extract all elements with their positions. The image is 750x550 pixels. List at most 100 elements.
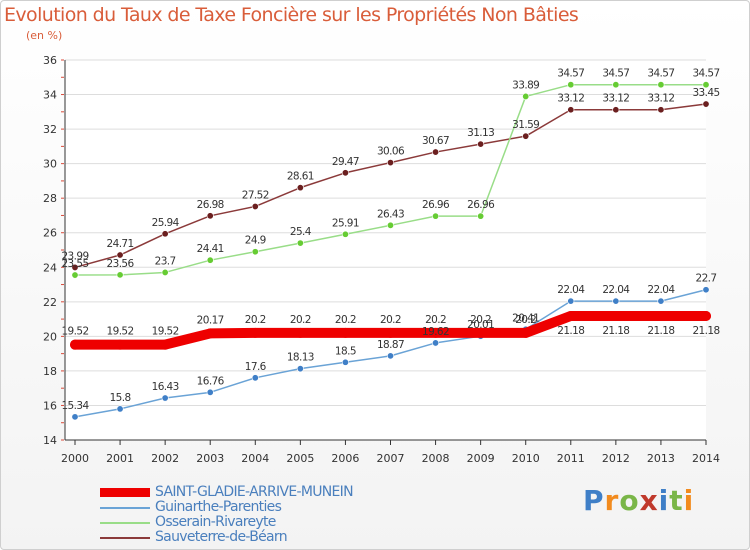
- data-label: 34.57: [602, 68, 629, 80]
- series-point: [160, 339, 171, 350]
- logo-letter: i: [683, 484, 695, 517]
- legend-swatch: [100, 522, 150, 524]
- data-label: 33.89: [512, 79, 539, 91]
- series-point: [341, 358, 349, 366]
- y-tick-label: 32: [43, 123, 57, 136]
- data-label: 22.04: [602, 284, 630, 296]
- data-label: 30.06: [377, 146, 405, 158]
- y-tick-label: 36: [43, 54, 57, 67]
- series-point: [565, 310, 576, 321]
- series-point: [116, 271, 124, 279]
- data-label: 17.6: [245, 361, 267, 373]
- series-point: [701, 310, 711, 321]
- data-label: 27.52: [242, 189, 269, 201]
- legend-swatch: [100, 537, 150, 539]
- y-tick-label: 30: [43, 158, 57, 171]
- data-label: 21.18: [647, 325, 674, 337]
- series-point: [432, 148, 440, 156]
- data-label: 20.01: [467, 319, 494, 331]
- data-label: 19.52: [152, 326, 179, 338]
- data-label: 33.45: [692, 87, 719, 99]
- x-tick-label: 2012: [602, 452, 630, 465]
- data-label: 26.98: [197, 199, 224, 211]
- data-label: 33.12: [557, 93, 584, 105]
- logo-letter: i: [658, 484, 670, 517]
- legend-label: SAINT-GLADIE-ARRIVE-MUNEIN: [155, 484, 354, 500]
- logo-letter: t: [669, 484, 684, 517]
- series-point: [296, 184, 304, 192]
- y-tick-label: 28: [43, 192, 57, 205]
- y-tick-label: 16: [43, 399, 57, 412]
- series-point: [71, 263, 79, 271]
- legend-swatch: [100, 488, 150, 497]
- series-point: [702, 286, 710, 294]
- data-label: 22.04: [647, 284, 675, 296]
- series-point: [432, 339, 440, 347]
- data-label: 20.2: [335, 314, 356, 326]
- series-point: [206, 256, 214, 264]
- data-label: 34.57: [692, 68, 719, 80]
- series-point: [161, 268, 169, 276]
- data-label: 24.9: [245, 235, 266, 247]
- data-label: 30.67: [422, 135, 449, 147]
- series-point: [296, 365, 304, 373]
- series-point: [251, 248, 259, 256]
- y-axis-unit: (en %): [26, 29, 63, 42]
- data-label: 19.62: [422, 326, 449, 338]
- y-tick-label: 14: [43, 434, 57, 447]
- series-point: [655, 310, 666, 321]
- data-label: 19.52: [107, 326, 134, 338]
- x-tick-label: 2000: [61, 452, 89, 465]
- legend-swatch: [100, 507, 150, 509]
- x-tick-label: 2013: [647, 452, 675, 465]
- data-label: 21.18: [692, 325, 719, 337]
- data-label: 20.17: [197, 314, 224, 326]
- x-tick-label: 2005: [286, 452, 314, 465]
- logo-letter: P: [583, 484, 605, 517]
- series-point: [251, 374, 259, 382]
- series-point: [430, 327, 441, 338]
- data-label: 19.52: [61, 326, 88, 338]
- logo-letter: x: [639, 484, 659, 517]
- chart-title: Evolution du Taux de Taxe Foncière sur l…: [4, 4, 579, 26]
- y-tick-label: 34: [43, 89, 57, 102]
- data-label: 25.94: [152, 217, 180, 229]
- series-point: [251, 202, 259, 210]
- data-label: 34.57: [557, 68, 584, 80]
- data-label: 31.59: [512, 119, 539, 131]
- data-label: 25.4: [290, 226, 312, 238]
- legend-label: Guinarthe-Parenties: [155, 499, 282, 515]
- data-label: 21.18: [557, 325, 584, 337]
- series-point: [340, 327, 351, 338]
- data-label: 24.41: [197, 243, 224, 255]
- series-point: [295, 327, 306, 338]
- series-point: [386, 352, 394, 360]
- series-point: [522, 92, 530, 100]
- data-label: 15.8: [110, 392, 131, 404]
- series-point: [296, 239, 304, 247]
- x-tick-label: 2007: [377, 452, 405, 465]
- series-point: [341, 169, 349, 177]
- data-label: 20.2: [515, 314, 536, 326]
- data-label: 24.71: [107, 238, 134, 250]
- data-label: 26.43: [377, 208, 404, 220]
- data-label: 26.96: [422, 199, 450, 211]
- series-point: [386, 221, 394, 229]
- data-label: 20.2: [470, 314, 491, 326]
- series-point: [71, 271, 79, 279]
- plot-area: [65, 60, 706, 440]
- data-label: 23.7: [155, 255, 176, 267]
- legend-label: Osserain-Rivareyte: [155, 514, 276, 530]
- series-point: [70, 339, 80, 350]
- data-label: 20.41: [512, 312, 539, 324]
- series-point: [116, 251, 124, 259]
- y-tick-label: 24: [43, 261, 57, 274]
- series-point: [206, 212, 214, 220]
- x-tick-label: 2004: [241, 452, 269, 465]
- series-point: [520, 327, 531, 338]
- series-point: [386, 159, 394, 167]
- series-point: [567, 106, 575, 114]
- x-tick-label: 2011: [557, 452, 585, 465]
- series-point: [522, 132, 530, 140]
